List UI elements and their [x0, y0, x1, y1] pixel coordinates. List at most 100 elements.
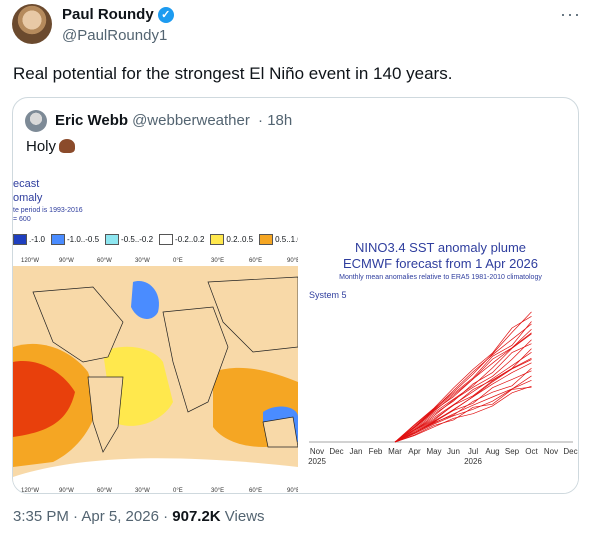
legend-item: -0.5..-0.2: [105, 234, 153, 245]
tweet-timestamp[interactable]: 3:35 PM · Apr 5, 2026 ·: [13, 508, 173, 525]
month-tick-label: Aug: [485, 447, 499, 456]
quote-tweet[interactable]: Eric Webb @webberweather · 18h Holy ecast…: [12, 97, 579, 494]
lon-label: 0°E: [173, 258, 183, 264]
ocean-anomaly-strong: [13, 361, 75, 437]
quote-author[interactable]: Eric Webb @webberweather · 18h: [55, 112, 292, 129]
year-tick-label: 2025: [308, 457, 326, 466]
legend-swatch: [210, 234, 225, 245]
lon-label: 60°W: [97, 258, 112, 264]
legend-swatch: [259, 234, 274, 245]
eurasia: [207, 276, 298, 353]
quote-text-content: Holy: [26, 138, 57, 155]
ensemble-member-line: [394, 333, 532, 443]
author-handle[interactable]: @PaulRoundy1: [62, 27, 168, 44]
author-name[interactable]: Paul Roundy ✓: [62, 6, 174, 23]
month-tick-label: Jul: [468, 447, 478, 456]
ocean-anomaly-north-atlantic: [131, 281, 159, 319]
map-subtitle-1: te period is 1993-2016: [13, 207, 83, 214]
lon-label: 30°E: [211, 258, 224, 264]
sst-anomaly-map[interactable]: ecast omaly te period is 1993-2016 = 600…: [13, 170, 298, 493]
legend-item: .-1.0: [13, 234, 45, 245]
month-tick-label: Apr: [408, 447, 421, 456]
lon-label: 60°W: [97, 488, 112, 493]
month-tick-label: Sep: [505, 447, 520, 456]
ensemble-member-line: [394, 321, 532, 443]
legend-label: 0.5..1.0: [275, 235, 298, 244]
view-count: 907.2K: [172, 508, 221, 525]
quote-time[interactable]: · 18h: [258, 112, 293, 129]
quote-text: Holy: [26, 138, 76, 155]
lon-label: 30°E: [211, 488, 224, 493]
lon-label: 30°W: [135, 258, 150, 264]
more-options-icon[interactable]: ···: [560, 4, 581, 24]
verified-badge-icon: ✓: [157, 6, 174, 23]
ocean-anomaly-neutral: [13, 458, 298, 482]
month-tick-label: Feb: [369, 447, 383, 456]
lon-label: 120°W: [21, 488, 39, 493]
legend-label: -0.5..-0.2: [121, 235, 154, 244]
plume-svg: Nov Dec Jan Feb Mar Apr May Jun Jul Aug Sep Oct Nov D…: [308, 311, 578, 466]
africa: [162, 306, 229, 413]
lon-label: 60°E: [249, 258, 262, 264]
avatar[interactable]: [12, 4, 52, 44]
month-tick-label: Dec: [563, 447, 577, 456]
plume-subtitle: ECMWF forecast from 1 Apr 2026: [342, 256, 539, 271]
legend-label: -0.2..0.2: [175, 235, 205, 244]
plume-system-label: System 5: [309, 290, 347, 300]
map-subtitle-2: = 600: [13, 216, 31, 223]
legend-swatch: [159, 234, 174, 245]
ensemble-member-line: [394, 315, 532, 443]
legend-item: 0.2..0.5: [210, 234, 253, 245]
quote-media[interactable]: ecast omaly te period is 1993-2016 = 600…: [13, 170, 578, 493]
month-tick-label: Mar: [388, 447, 402, 456]
map-svg: 120°W 90°W 60°W 30°W 0°E 30°E 60°E 90°E 120°W 90…: [13, 258, 298, 493]
ensemble-member-line: [394, 311, 532, 443]
ensemble-member-line: [394, 352, 532, 443]
legend-item: 0.5..1.0: [259, 234, 298, 245]
month-tick-label: May: [426, 447, 441, 456]
lon-label: 90°W: [59, 258, 74, 264]
lon-label: 60°E: [249, 488, 262, 493]
ensemble-member-line: [394, 370, 532, 443]
legend-item: -1.0..-0.5: [51, 234, 99, 245]
year-tick-label: 2026: [464, 457, 482, 466]
nino34-plume-chart[interactable]: NINO3.4 SST anomaly plume ECMWF forecast…: [303, 170, 578, 493]
month-tick-label: Oct: [525, 447, 538, 456]
lon-label: 90°E: [287, 488, 298, 493]
legend-label: .-1.0: [29, 235, 46, 244]
ensemble-member-line: [394, 386, 532, 443]
legend-label: 0.2..0.5: [226, 235, 254, 244]
author-name-text[interactable]: Paul Roundy: [62, 6, 154, 23]
legend-swatch: [13, 234, 27, 245]
ensemble-member-line: [394, 323, 532, 443]
ocean-anomaly-atlantic: [103, 346, 173, 426]
south-america: [87, 376, 124, 453]
quote-author-name[interactable]: Eric Webb: [55, 112, 129, 129]
legend-swatch: [51, 234, 66, 245]
tweet-text: Real potential for the strongest El Niño…: [13, 64, 453, 83]
lon-label: 0°E: [173, 488, 183, 493]
tweet-stats: 3:35 PM · Apr 5, 2026 · 907.2K Views: [13, 508, 265, 525]
legend-label: -1.0..-0.5: [67, 235, 100, 244]
legend-item: -0.2..0.2: [159, 234, 204, 245]
map-legend: .-1.0 -1.0..-0.5 -0.5..-0.2 -0.2..0.2 0.2..0…: [13, 234, 298, 245]
plume-note: Monthly mean anomalies relative to ERA5 …: [339, 274, 542, 281]
month-tick-label: Nov: [310, 447, 324, 456]
map-title-2: omaly: [13, 192, 43, 204]
map-title-1: ecast: [13, 178, 40, 190]
poop-emoji-icon: [59, 139, 76, 153]
month-tick-label: Nov: [544, 447, 558, 456]
month-tick-label: Dec: [329, 447, 343, 456]
month-tick-label: Jan: [350, 447, 363, 456]
ensemble-member-line: [394, 375, 532, 443]
lon-label: 90°E: [287, 258, 298, 264]
quote-author-handle[interactable]: @webberweather: [132, 112, 250, 129]
plume-title: NINO3.4 SST anomaly plume: [355, 240, 526, 255]
quote-avatar[interactable]: [25, 110, 47, 132]
ensemble-member-line: [394, 385, 532, 443]
lon-label: 90°W: [59, 488, 74, 493]
ensemble-member-line: [394, 359, 532, 443]
legend-swatch: [105, 234, 120, 245]
lon-label: 30°W: [135, 488, 150, 493]
month-tick-label: Jun: [447, 447, 460, 456]
